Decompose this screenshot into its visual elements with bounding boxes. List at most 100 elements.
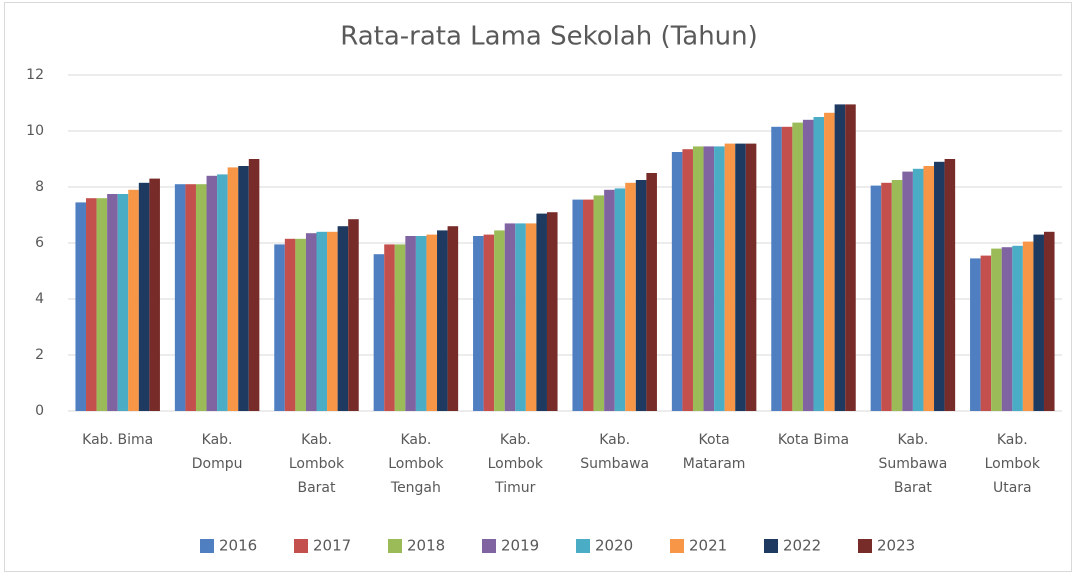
bar — [1001, 247, 1013, 411]
chart-title: Rata-rata Lama Sekolah (Tahun) — [340, 22, 758, 52]
y-tick-label: 4 — [35, 291, 44, 307]
x-tick-label: Kab. Sumbawa Barat — [878, 432, 948, 496]
bar — [735, 143, 746, 411]
legend-label: 2022 — [783, 537, 821, 555]
bar — [305, 233, 317, 411]
bar — [227, 167, 239, 411]
chart-frame — [4, 2, 1072, 572]
bar — [483, 234, 495, 411]
x-tick-label: Kota Mataram — [682, 432, 746, 472]
x-tick-label: Kota Bima — [777, 432, 850, 448]
bar — [174, 184, 186, 411]
legend-label: 2020 — [595, 537, 633, 555]
legend-swatch — [294, 539, 308, 553]
bar — [447, 226, 459, 411]
bar — [923, 166, 935, 411]
bar — [546, 212, 558, 411]
bar — [284, 238, 296, 411]
y-tick-label: 2 — [35, 347, 44, 363]
bar — [813, 117, 825, 411]
bar — [646, 173, 657, 411]
bar — [1012, 245, 1023, 411]
x-tick-label: Kab. Lombok Tengah — [388, 432, 444, 496]
bar — [703, 146, 715, 411]
legend-label: 2023 — [877, 537, 915, 555]
bar — [149, 178, 160, 411]
bar — [692, 146, 704, 411]
x-tick-label: Kab. Sumbawa — [580, 432, 650, 472]
bar — [845, 104, 856, 412]
legend-swatch — [388, 539, 402, 553]
bar — [724, 143, 736, 411]
x-tick-label: Kab. Lombok Timur — [487, 432, 543, 496]
bar — [195, 184, 207, 411]
legend-label: 2019 — [501, 537, 539, 555]
bar — [714, 146, 725, 411]
legend-label: 2018 — [407, 537, 445, 555]
bar — [572, 199, 584, 411]
bar — [185, 184, 196, 411]
legend-swatch — [576, 539, 590, 553]
bar — [934, 161, 945, 411]
x-tick-label: Kab. Lombok Barat — [288, 432, 345, 496]
bar — [437, 230, 448, 411]
bar — [295, 238, 306, 411]
bar — [405, 236, 416, 411]
y-tick-label: 10 — [26, 123, 44, 139]
bar — [834, 104, 846, 412]
x-tick-label: Kab. Bima — [82, 432, 154, 448]
bar — [373, 254, 385, 411]
legend-label: 2021 — [689, 537, 727, 555]
bar — [138, 182, 150, 411]
bar — [384, 244, 395, 411]
bar — [614, 188, 626, 411]
bar — [515, 223, 526, 411]
bar — [248, 159, 260, 411]
legend-swatch — [764, 539, 778, 553]
bar — [494, 230, 505, 411]
x-tick-label: Kab. Lombok Utara — [984, 432, 1040, 496]
bar — [415, 236, 427, 411]
bar — [274, 244, 285, 411]
bar — [128, 189, 139, 411]
bar — [593, 195, 605, 411]
y-tick-label: 6 — [35, 235, 44, 251]
bar — [504, 223, 516, 411]
y-tick-label: 12 — [26, 67, 44, 83]
bar — [625, 182, 636, 411]
bar — [75, 202, 87, 411]
bar — [944, 159, 956, 411]
x-tick-label: Kab. Dompu — [191, 432, 243, 472]
bar — [327, 231, 338, 411]
bar — [891, 180, 903, 411]
bar — [107, 194, 118, 411]
bar — [536, 213, 547, 411]
bar — [912, 168, 924, 411]
bar — [745, 143, 757, 411]
legend-label: 2016 — [219, 537, 257, 555]
bar — [991, 248, 1002, 411]
bar — [525, 223, 537, 411]
bar — [671, 152, 683, 411]
bar — [316, 231, 328, 411]
bar — [1043, 231, 1055, 411]
bar — [604, 189, 615, 411]
bar — [792, 122, 803, 411]
legend-swatch — [670, 539, 684, 553]
bar — [583, 199, 594, 411]
bar — [117, 194, 129, 411]
bar — [902, 171, 913, 411]
bar — [473, 236, 484, 411]
bar — [824, 112, 835, 412]
legend-label: 2017 — [313, 537, 351, 555]
bar — [217, 174, 228, 411]
bar — [802, 119, 814, 412]
bar — [426, 234, 438, 411]
bar — [238, 166, 249, 411]
bar — [771, 126, 782, 412]
bar — [870, 185, 882, 411]
legend-swatch — [200, 539, 214, 553]
bar — [206, 175, 218, 411]
bar — [348, 219, 359, 411]
